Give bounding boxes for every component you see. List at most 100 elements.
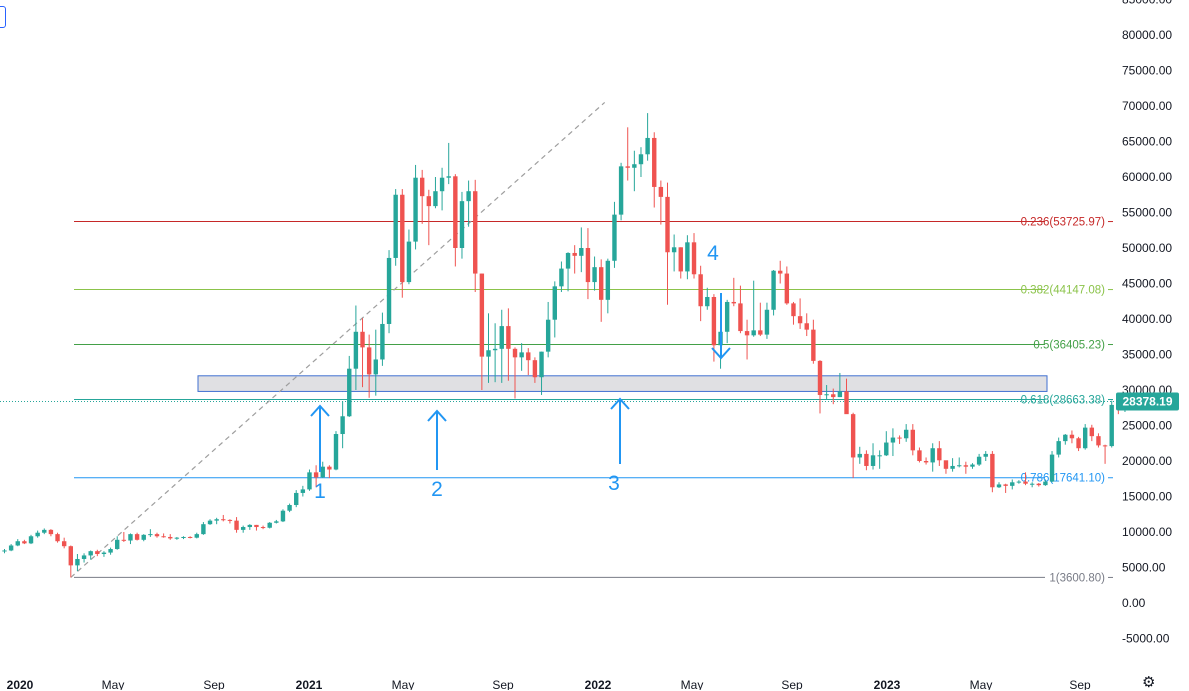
candle-body xyxy=(240,527,246,530)
gear-icon[interactable]: ⚙ xyxy=(1142,673,1156,691)
candle-body xyxy=(333,434,339,470)
y-tick-label: 85000.00 xyxy=(1122,0,1172,7)
annotation-label: 2 xyxy=(431,478,443,501)
x-tick-label: May xyxy=(392,678,415,690)
candle-body xyxy=(439,177,445,192)
candle-body xyxy=(148,534,153,536)
candle-body xyxy=(957,465,962,467)
candle-body xyxy=(897,437,902,439)
candle-body xyxy=(347,368,352,417)
candle-body xyxy=(75,558,80,566)
fib-level-label: 0.618(28663.38) xyxy=(1021,394,1106,406)
y-tick-label: -5000.00 xyxy=(1122,632,1170,646)
arrow-head xyxy=(310,404,330,417)
candle-body xyxy=(764,309,770,335)
candle-body xyxy=(572,252,577,256)
candle-body xyxy=(890,437,896,443)
candle-body xyxy=(274,521,279,523)
candle-body xyxy=(247,524,253,528)
candle-body xyxy=(545,319,551,352)
candle-body xyxy=(917,450,922,461)
x-tick-label: 2023 xyxy=(874,678,901,690)
candle-body xyxy=(552,286,557,320)
candle-body xyxy=(970,464,975,467)
candle-body xyxy=(910,429,916,451)
candle-body xyxy=(141,534,146,540)
candle-body xyxy=(373,359,378,375)
support-zone-rect[interactable] xyxy=(197,375,1048,392)
candle-body xyxy=(492,348,498,351)
candle-body xyxy=(963,465,969,467)
candle-body xyxy=(685,242,690,272)
dashed-trendline[interactable] xyxy=(70,102,606,578)
candle-body xyxy=(168,536,173,539)
candle-body xyxy=(8,545,14,551)
arrow-head xyxy=(427,409,447,422)
toolbar-toggle-button[interactable] xyxy=(0,6,6,28)
fib-level-label: 1(3600.80) xyxy=(1049,572,1105,584)
candle-body xyxy=(526,352,531,361)
candle-body xyxy=(976,456,982,465)
candle-body xyxy=(459,201,465,248)
candle-body xyxy=(28,536,34,544)
candle-body xyxy=(771,270,776,310)
candle-body xyxy=(267,522,272,528)
fib-level-label: 0.5(36405.23) xyxy=(1033,340,1105,352)
candle-body xyxy=(724,301,730,332)
candle-body xyxy=(579,248,584,256)
x-tick-label: Sep xyxy=(1069,678,1091,690)
candle-body xyxy=(996,484,1002,488)
candle-body xyxy=(433,191,438,207)
candle-body xyxy=(121,539,127,541)
candle-body xyxy=(214,519,219,521)
annotation-arrow-2[interactable] xyxy=(427,409,447,470)
candle-body xyxy=(174,537,180,539)
candle-body xyxy=(758,330,763,335)
candle-body xyxy=(857,453,862,458)
candle-body xyxy=(1102,445,1108,447)
candle-body xyxy=(406,241,412,283)
candle-body xyxy=(877,455,882,457)
candle-body xyxy=(187,536,193,538)
candle-body xyxy=(466,191,471,202)
candle-body xyxy=(161,536,166,538)
candle-body xyxy=(61,541,67,547)
support-zone-layer xyxy=(197,375,1048,392)
candle-body xyxy=(101,552,107,555)
candle-body xyxy=(837,391,843,398)
annotation-arrow-3[interactable] xyxy=(610,397,630,464)
x-tick-label: 2020 xyxy=(7,678,34,690)
candle-body xyxy=(744,331,750,336)
candle-body xyxy=(227,519,233,521)
y-tick-label: 60000.00 xyxy=(1122,170,1172,184)
candle-body xyxy=(585,248,591,283)
candle-body xyxy=(1076,438,1081,449)
candle-body xyxy=(864,453,869,466)
y-tick-label: 70000.00 xyxy=(1122,99,1172,113)
candle-body xyxy=(95,551,100,555)
candle-body xyxy=(811,329,816,361)
candle-body xyxy=(366,347,372,375)
candle-body xyxy=(645,137,650,155)
candle-body xyxy=(559,268,564,287)
x-tick-label: Sep xyxy=(781,678,803,690)
candle-body xyxy=(983,453,988,457)
annotation-arrow-4[interactable] xyxy=(711,293,731,360)
candle-body xyxy=(88,551,93,556)
y-tick-label: 55000.00 xyxy=(1122,206,1172,220)
candle-body xyxy=(778,270,783,274)
candle-body xyxy=(618,166,624,215)
candle-body xyxy=(234,520,239,530)
candle-body xyxy=(1063,434,1068,442)
annotation-arrow-1[interactable] xyxy=(310,404,330,472)
candle-body xyxy=(512,348,518,358)
candle-body xyxy=(15,541,20,546)
candle-body xyxy=(519,352,524,358)
candle-body xyxy=(791,303,796,317)
candle-body xyxy=(1010,482,1015,486)
y-tick-label: 25000.00 xyxy=(1122,419,1172,433)
annotations-layer: 1 2 3 4 xyxy=(310,242,731,503)
candle-body xyxy=(751,330,756,336)
